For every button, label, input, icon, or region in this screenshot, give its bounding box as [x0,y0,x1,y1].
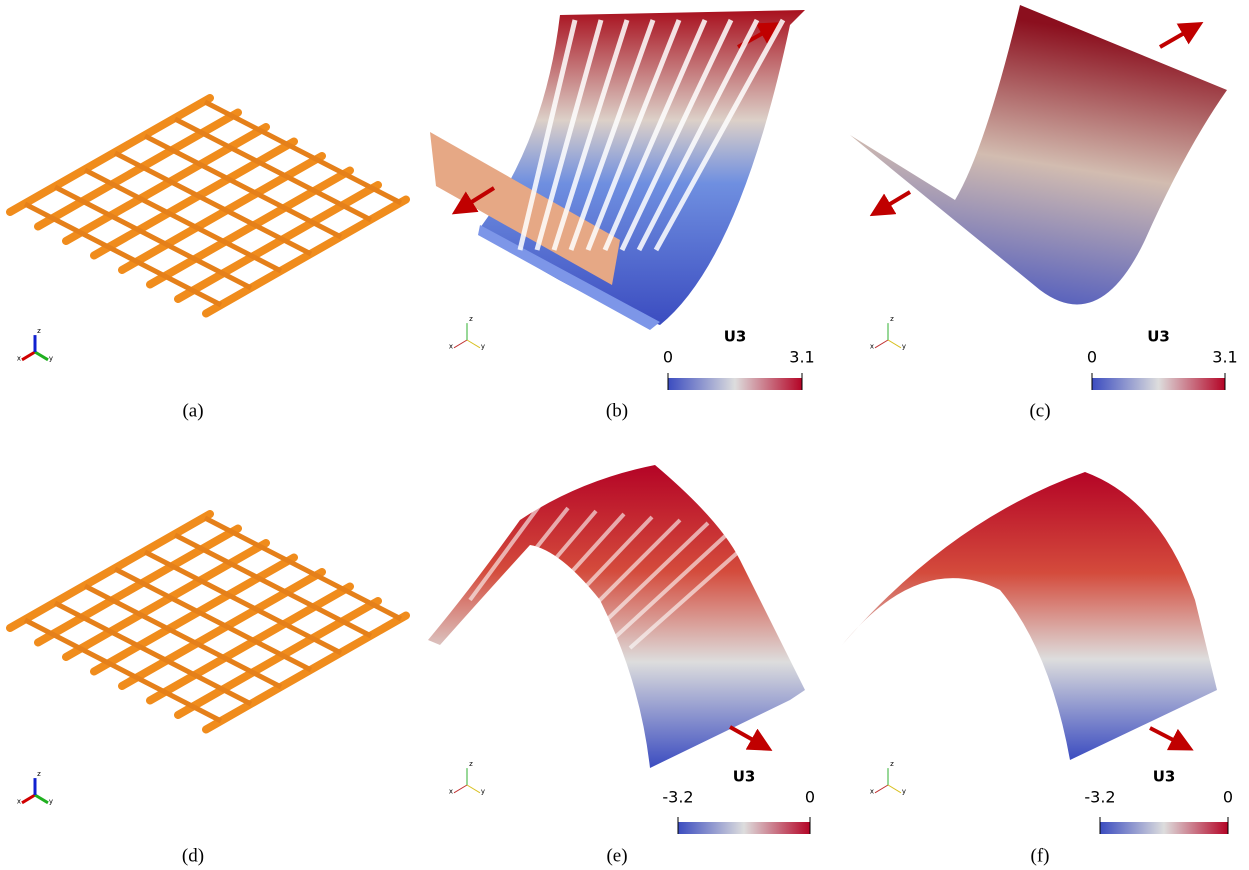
lattice-bar [175,535,371,636]
colorbar-tick-label: 0 [663,348,673,367]
caption: (e) [606,845,627,866]
caption: (a) [182,400,203,421]
triad-label: z [469,760,473,768]
caption: (f) [1031,845,1050,866]
colorbar [1100,822,1228,834]
triad-label: x [17,355,21,363]
triad-label: y [481,788,485,796]
surface [428,465,805,768]
triad-axis [35,352,48,360]
figure: (a) x y z (b) x y z U3 0 3.1 (c) x y z U3 0 3.1 (d) x y z (e) x… [0,0,1249,870]
colorbar-title: U3 [1147,328,1170,346]
triad-label: y [902,788,906,796]
lattice-bar [175,119,371,220]
triad-label: x [870,343,874,351]
surface [842,472,1217,760]
triad-axis [22,352,35,360]
triad-label: z [37,770,41,778]
arrow [1150,728,1183,745]
lattice-bar [205,102,401,203]
lattice-bar [25,204,221,305]
colorbar [668,378,802,390]
surface [850,5,1227,304]
triad-label: x [449,788,453,796]
triad-axis [22,795,35,803]
colorbar-tick-label: 0 [1087,348,1097,367]
colorbar-title: U3 [1153,768,1176,786]
triad-label: z [469,315,473,323]
triad-label: y [481,343,485,351]
triad-label: z [37,327,41,335]
triad-axis [888,340,901,348]
colorbar-tick-label: -3.2 [1084,788,1115,807]
arrow [730,727,762,745]
colorbar-title: U3 [733,768,756,786]
colorbar-tick-label: -3.2 [662,788,693,807]
arrow [880,192,910,210]
triad-label: x [449,343,453,351]
caption: (b) [606,400,628,421]
lattice-bar [115,569,311,670]
caption: (c) [1029,400,1050,421]
arrow [1160,28,1193,47]
triad-axis [454,340,467,348]
triad-axis [467,340,480,348]
triad-axis [888,785,901,793]
colorbar-title: U3 [724,328,747,346]
lattice-bar [115,153,311,254]
triad-label: z [890,760,894,768]
colorbar-tick-label: 0 [805,788,815,807]
lattice-bar [85,170,281,271]
triad-axis [875,785,888,793]
lattice-bar [55,603,251,704]
caption: (d) [182,845,204,866]
triad-label: x [870,788,874,796]
triad-axis [454,785,467,793]
triad-label: y [902,343,906,351]
lattice-bar [205,518,401,619]
triad-label: y [49,798,53,806]
lattice-bar [145,552,341,653]
triad-label: z [890,315,894,323]
lattice-bar [85,586,281,687]
colorbar-tick-label: 3.1 [1212,348,1237,367]
colorbar-tick-label: 0 [1223,788,1233,807]
lattice-bar [55,187,251,288]
colorbar [678,822,810,834]
triad-label: y [49,355,53,363]
triad-axis [35,795,48,803]
triad-axis [875,340,888,348]
colorbar [1092,378,1225,390]
triad-axis [467,785,480,793]
lattice-bar [145,136,341,237]
colorbar-tick-label: 3.1 [789,348,814,367]
lattice-bar [25,620,221,721]
triad-label: x [17,798,21,806]
